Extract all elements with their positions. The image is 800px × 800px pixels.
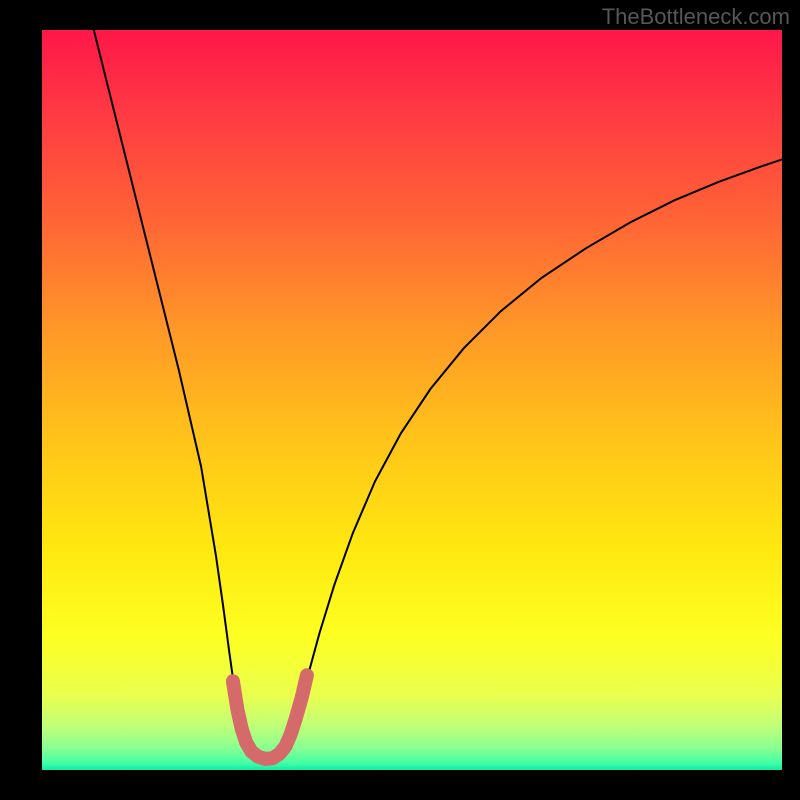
plot-area bbox=[42, 30, 782, 770]
plot-background bbox=[42, 30, 782, 770]
chart-container: TheBottleneck.com bbox=[0, 0, 800, 800]
watermark-text: TheBottleneck.com bbox=[602, 4, 790, 30]
chart-svg bbox=[42, 30, 782, 770]
